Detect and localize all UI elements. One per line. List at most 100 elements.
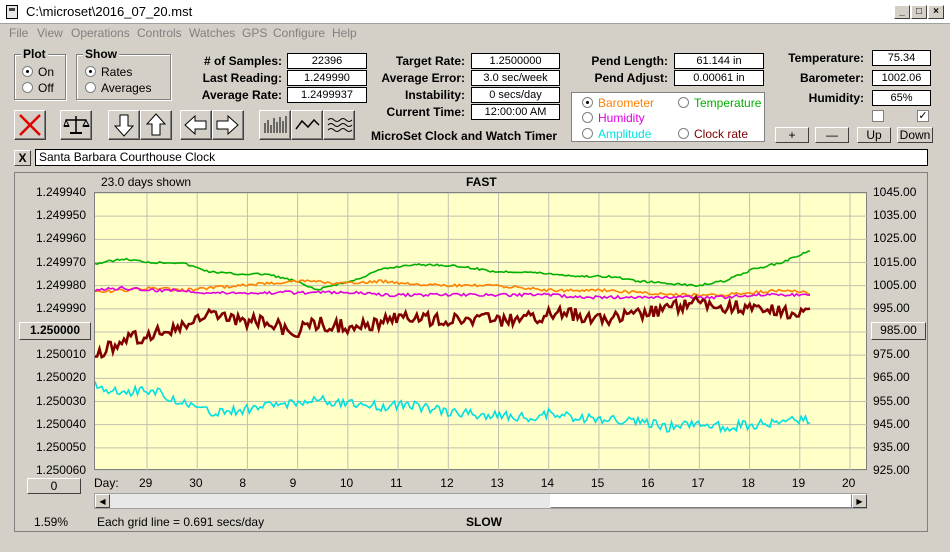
pend-adjust-value: 0.00061 in xyxy=(674,70,764,86)
right-axis-tick: 1015.00 xyxy=(873,254,917,269)
series-line-humidity xyxy=(94,285,811,300)
menu-file[interactable]: File xyxy=(9,26,29,40)
x-axis-tick: 19 xyxy=(791,476,806,490)
series-barometer-radio[interactable]: Barometer xyxy=(582,96,654,110)
left-axis-tick: 1.249950 xyxy=(35,208,86,223)
samples-value: 22396 xyxy=(287,53,367,69)
left-axis-tick: 1.250010 xyxy=(35,347,86,362)
days-shown: 23.0 days shown xyxy=(101,175,192,189)
x-axis-tick: 15 xyxy=(590,476,605,490)
percent-label: 1.59% xyxy=(34,515,69,529)
temperature-label: Temperature: xyxy=(788,51,864,65)
x-axis-tick: 14 xyxy=(540,476,555,490)
arrow-up-icon xyxy=(145,113,167,136)
series-temperature-radio[interactable]: Temperature xyxy=(678,96,761,110)
x-axis-tick: 9 xyxy=(289,476,297,490)
arrow-left-button[interactable] xyxy=(180,110,212,140)
average-rate-value: 1.2499937 xyxy=(287,87,367,103)
menu-watches[interactable]: Watches xyxy=(189,26,236,40)
bar-graph-button[interactable] xyxy=(259,110,291,140)
right-axis-tick: 935.00 xyxy=(873,439,910,454)
pend-adjust-label: Pend Adjust: xyxy=(594,71,668,85)
last-reading-value: 1.249990 xyxy=(287,70,367,86)
line-graph-icon xyxy=(295,118,320,130)
menu-configure[interactable]: Configure xyxy=(273,26,326,40)
close-icon[interactable]: × xyxy=(928,5,944,19)
right-axis-center-button[interactable]: 985.00 xyxy=(871,322,926,340)
down-button[interactable]: Down xyxy=(897,127,933,143)
x-axis-tick: 8 xyxy=(239,476,247,490)
arrow-up-button[interactable] xyxy=(140,110,172,140)
last-reading-label: Last Reading: xyxy=(202,71,282,85)
plot-off-radio[interactable]: Off xyxy=(22,81,54,95)
arrow-down-button[interactable] xyxy=(108,110,140,140)
series-line-barometer xyxy=(94,279,811,298)
left-axis-tick: 1.249970 xyxy=(35,254,86,269)
up-button[interactable]: Up xyxy=(857,127,891,143)
plus-button[interactable]: + xyxy=(775,127,809,143)
left-axis-tick: 1.250060 xyxy=(35,463,86,477)
series-amplitude-radio[interactable]: Amplitude xyxy=(582,127,651,141)
right-axis-tick: 965.00 xyxy=(873,370,910,385)
bar-graph-icon xyxy=(264,116,287,133)
right-checkbox[interactable]: ✓ xyxy=(917,110,929,122)
x-axis-tick: 10 xyxy=(339,476,354,490)
menu-help[interactable]: Help xyxy=(332,26,357,40)
left-axis-tick: 1.249940 xyxy=(35,185,86,199)
show-averages-radio[interactable]: Averages xyxy=(85,81,151,95)
line-graph-button[interactable] xyxy=(291,110,323,140)
clear-description-button[interactable]: X xyxy=(14,150,31,166)
left-axis-tick: 1.250020 xyxy=(35,370,86,385)
window-title: C:\microset\2016_07_20.mst xyxy=(26,4,193,19)
grid-note: Each grid line = 0.691 secs/day xyxy=(97,515,265,529)
temperature-value: 75.34 xyxy=(872,50,931,66)
right-axis-tick: 925.00 xyxy=(873,463,910,477)
minimize-icon[interactable]: _ xyxy=(894,5,910,19)
show-group-title: Show xyxy=(83,47,119,61)
horizontal-scrollbar[interactable]: ◀ ▶ xyxy=(94,493,867,509)
barometer-value: 1002.06 xyxy=(872,70,931,86)
plot-on-radio[interactable]: On xyxy=(22,65,54,79)
average-error-label: Average Error: xyxy=(381,71,465,85)
x-axis-tick: 20 xyxy=(842,476,856,490)
x-axis-tick: 30 xyxy=(189,476,203,490)
bottom-left-button[interactable]: 0 xyxy=(27,478,81,494)
current-time-label: Current Time: xyxy=(386,105,465,119)
plot-group: Plot On Off xyxy=(14,47,66,100)
scroll-left-icon[interactable]: ◀ xyxy=(95,494,110,508)
minus-button[interactable]: — xyxy=(815,127,849,143)
app-name: MicroSet Clock and Watch Timer xyxy=(371,129,558,143)
series-humidity-radio[interactable]: Humidity xyxy=(582,111,645,125)
right-axis-tick: 995.00 xyxy=(873,300,910,315)
menu-gps[interactable]: GPS xyxy=(242,26,268,40)
x-axis-tick: 18 xyxy=(741,476,755,490)
show-rates-radio[interactable]: Rates xyxy=(85,65,132,79)
description-input[interactable]: Santa Barbara Courthouse Clock xyxy=(35,149,928,166)
stop-button[interactable] xyxy=(14,110,46,140)
menu-controls[interactable]: Controls xyxy=(137,26,182,40)
series-line-amplitude xyxy=(94,381,811,434)
left-axis-center-button[interactable]: 1.250000 xyxy=(19,322,91,340)
left-checkbox[interactable] xyxy=(872,110,884,122)
instability-value: 0 secs/day xyxy=(471,87,560,103)
menu-operations[interactable]: Operations xyxy=(71,26,130,40)
chart-svg xyxy=(94,192,868,472)
arrow-right-button[interactable] xyxy=(212,110,244,140)
humidity-label: Humidity: xyxy=(808,91,864,105)
day-label: Day: xyxy=(94,476,119,490)
left-axis-tick: 1.250040 xyxy=(35,416,86,431)
right-axis-tick: 945.00 xyxy=(873,416,910,431)
wave-graph-button[interactable] xyxy=(323,110,355,140)
target-rate-label: Target Rate: xyxy=(395,54,465,68)
scroll-right-icon[interactable]: ▶ xyxy=(852,494,867,508)
x-axis-tick: 16 xyxy=(641,476,655,490)
slow-label: SLOW xyxy=(466,515,502,529)
maximize-icon[interactable]: □ xyxy=(911,5,927,19)
balance-button[interactable] xyxy=(60,110,92,140)
scroll-thumb[interactable] xyxy=(550,494,852,508)
series-clockrate-radio[interactable]: Clock rate xyxy=(678,127,748,141)
left-axis-tick: 1.249990 xyxy=(35,300,86,315)
menu-view[interactable]: View xyxy=(37,26,63,40)
target-rate-value: 1.2500000 xyxy=(471,53,560,69)
right-axis-tick: 975.00 xyxy=(873,347,910,362)
